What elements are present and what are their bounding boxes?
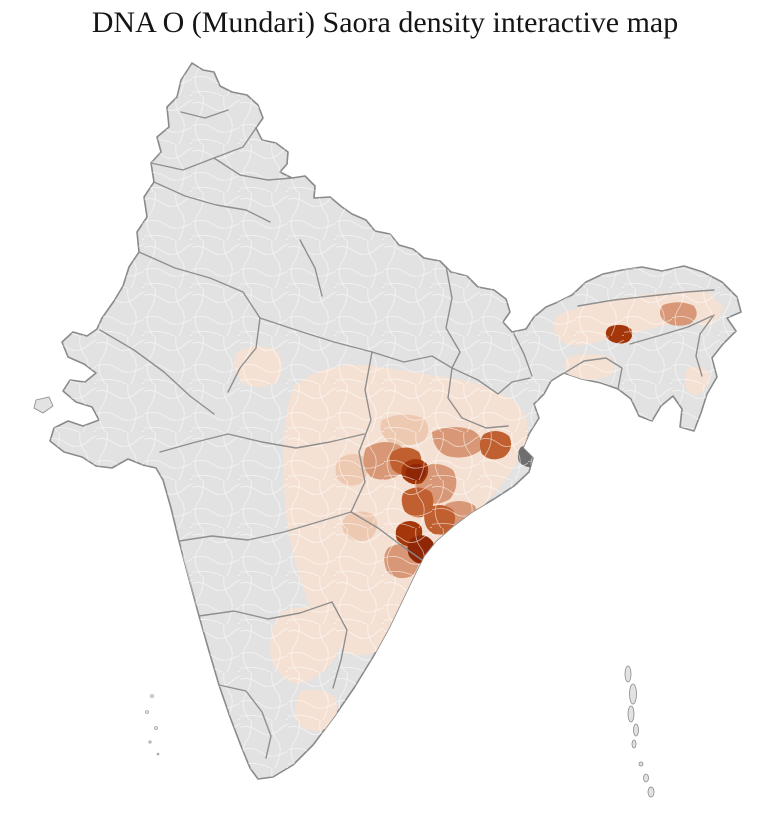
state-border-line — [331, 601, 348, 689]
island[interactable] — [154, 726, 158, 730]
state-border-line — [159, 433, 365, 453]
state-border-line — [299, 239, 323, 297]
state-border-line — [577, 289, 715, 307]
state-border-line — [350, 511, 423, 561]
state-border-line — [695, 314, 715, 377]
island[interactable] — [150, 694, 154, 698]
andaman-nicobar-islands[interactable] — [624, 665, 655, 798]
island[interactable] — [643, 773, 649, 783]
state-border-line — [213, 157, 293, 181]
island[interactable] — [633, 723, 639, 737]
state-border-line — [629, 315, 713, 345]
island[interactable] — [647, 786, 655, 798]
state-borders — [99, 109, 715, 759]
island[interactable] — [631, 739, 637, 749]
page-title: DNA O (Mundari) Saora density interactiv… — [91, 6, 679, 39]
state-border-line — [218, 684, 272, 759]
district-borders-mesh — [50, 63, 741, 779]
state-border-line — [198, 601, 333, 620]
state-border-line — [178, 511, 352, 542]
state-border-line — [350, 351, 373, 513]
island[interactable] — [148, 740, 152, 744]
island[interactable] — [624, 665, 632, 683]
island[interactable] — [629, 683, 637, 705]
state-border-line — [445, 265, 461, 369]
state-border-line — [447, 367, 509, 429]
state-border-line — [513, 333, 533, 377]
state-border-line — [451, 367, 531, 395]
density-region[interactable] — [453, 521, 484, 547]
island[interactable] — [638, 761, 644, 767]
state-border-line — [565, 357, 623, 390]
state-border-line — [180, 109, 229, 119]
island[interactable] — [627, 705, 635, 723]
state-border-line — [153, 181, 271, 223]
kutch-coast-fragment[interactable] — [33, 396, 54, 414]
island[interactable] — [156, 752, 160, 756]
island[interactable] — [145, 710, 149, 714]
state-border-line — [99, 329, 215, 415]
state-border-line — [138, 251, 261, 393]
lakshadweep-islands[interactable] — [145, 694, 160, 756]
